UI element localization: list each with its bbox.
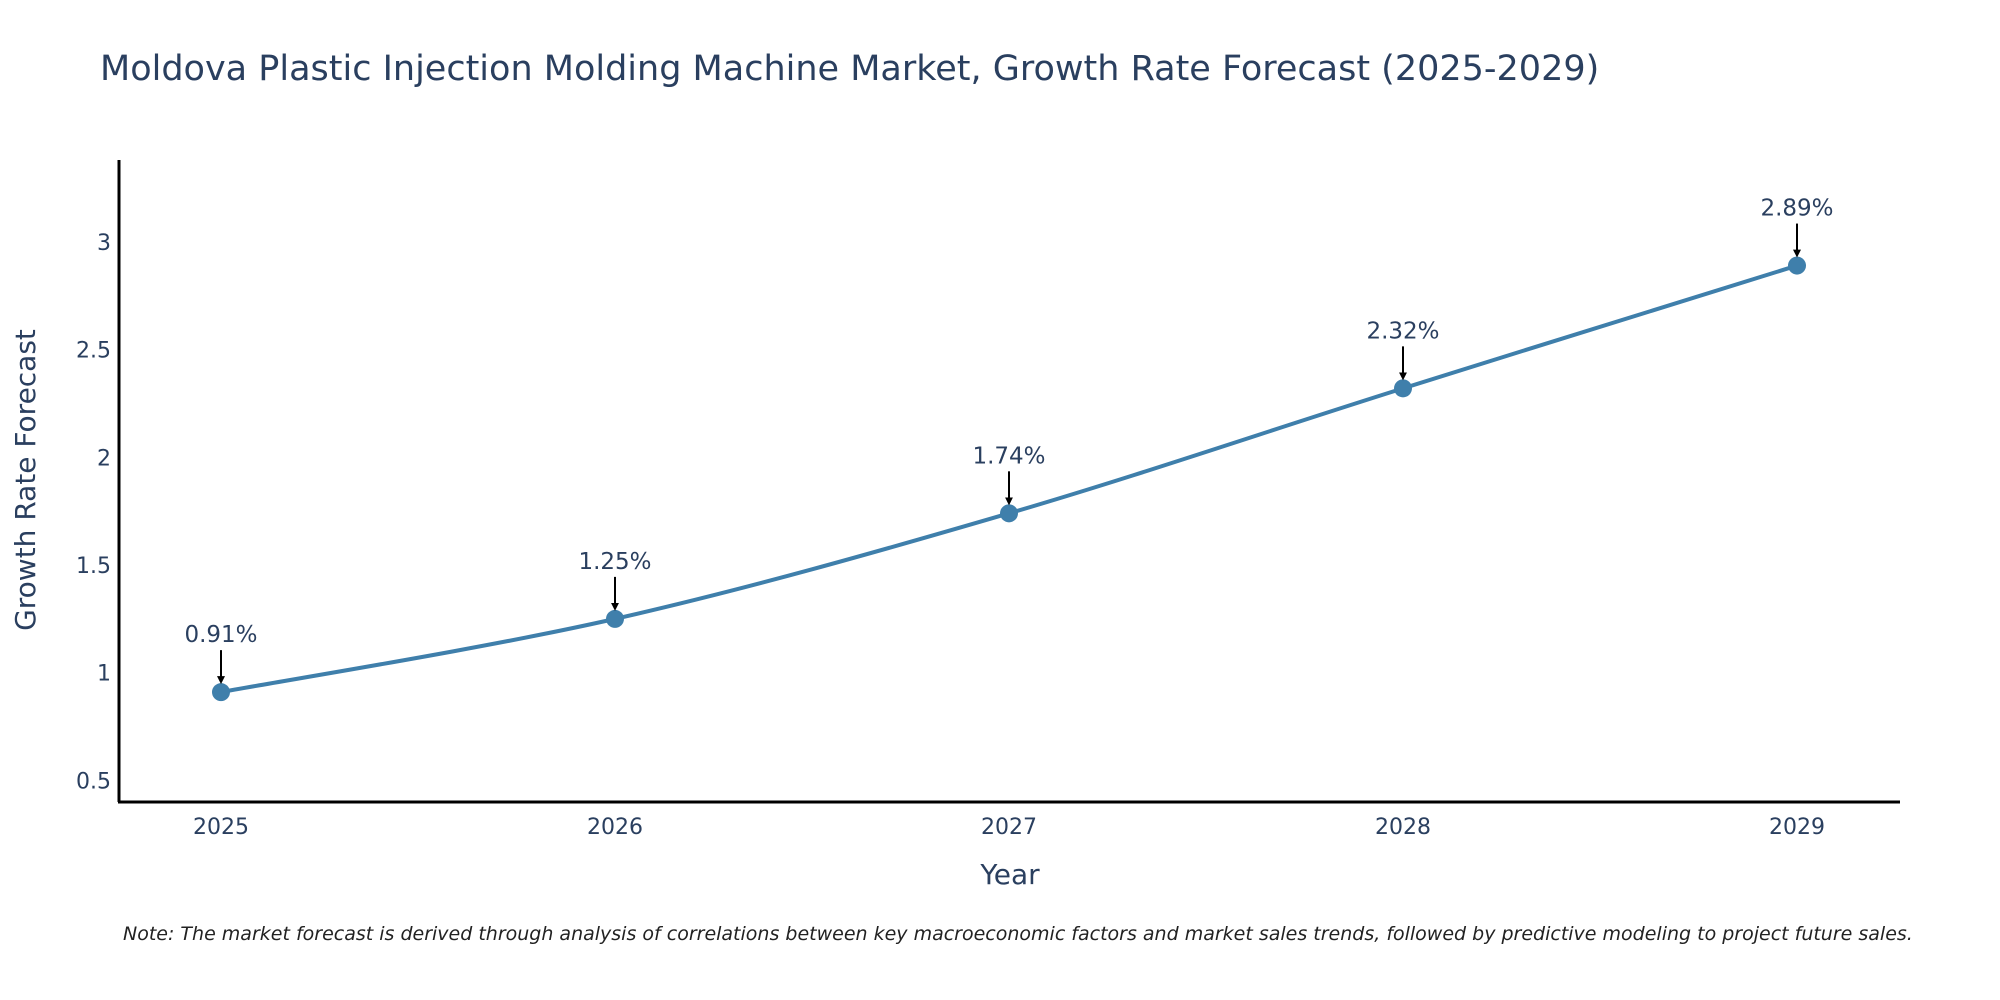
x-axis-ticks: 2025 2026 2027 2028 2029 xyxy=(193,815,1825,840)
chart-note: Note: The market forecast is derived thr… xyxy=(123,923,1913,945)
data-annotations: 0.91% 1.25% 1.74% 2.32% 2.89% xyxy=(184,196,1834,685)
y-tick-label: 1.5 xyxy=(76,554,111,579)
data-label-2028: 2.32% xyxy=(1366,318,1439,344)
y-axis-title: Growth Rate Forecast xyxy=(9,329,42,631)
data-point-2029[interactable] xyxy=(1788,256,1806,275)
y-tick-label: 2 xyxy=(97,446,111,471)
data-point-2028[interactable] xyxy=(1394,379,1412,398)
data-markers xyxy=(212,256,1806,702)
data-point-2025[interactable] xyxy=(212,683,230,702)
y-axis-ticks: 0.5 1 1.5 2 2.5 3 xyxy=(76,231,111,795)
data-point-2026[interactable] xyxy=(606,609,624,628)
y-tick-label: 0.5 xyxy=(76,769,111,794)
y-tick-label: 2.5 xyxy=(76,339,111,364)
x-axis-title: Year xyxy=(979,858,1040,891)
data-label-2026: 1.25% xyxy=(578,549,651,575)
data-point-2027[interactable] xyxy=(1000,504,1018,523)
x-tick-label: 2029 xyxy=(1769,815,1825,840)
data-label-2025: 0.91% xyxy=(184,622,257,648)
x-tick-label: 2025 xyxy=(193,815,249,840)
y-tick-label: 3 xyxy=(97,231,111,256)
y-tick-label: 1 xyxy=(97,662,111,687)
x-tick-label: 2027 xyxy=(981,815,1037,840)
chart-title: Moldova Plastic Injection Molding Machin… xyxy=(100,49,1599,89)
data-label-2029: 2.89% xyxy=(1760,196,1833,222)
data-label-2027: 1.74% xyxy=(972,443,1045,469)
x-tick-label: 2026 xyxy=(587,815,643,840)
x-tick-label: 2028 xyxy=(1375,815,1431,840)
